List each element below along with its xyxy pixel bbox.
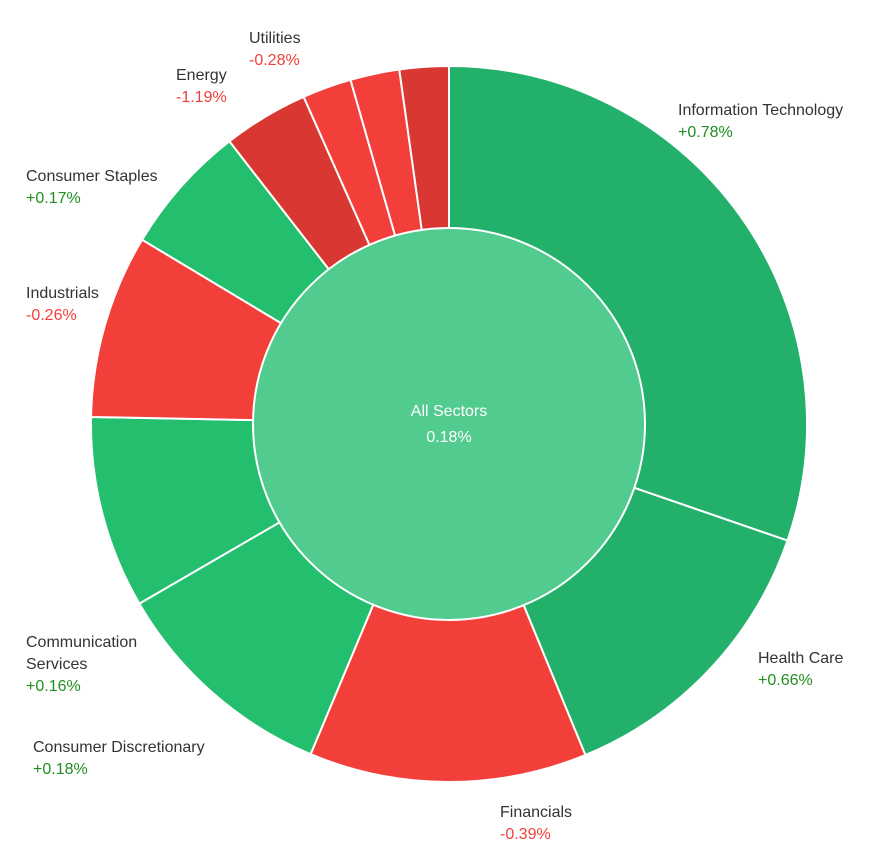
center-all-sectors-circle[interactable] <box>252 227 646 621</box>
slices-layer <box>90 64 808 783</box>
label-name-utilities: Utilities <box>249 30 301 47</box>
label-name-consumer-staples: Consumer Staples <box>26 168 158 185</box>
label-name-information-technology: Information Technology <box>678 102 843 119</box>
label-name-communication-services-line2: Services <box>26 656 87 673</box>
label-name-energy: Energy <box>176 67 227 84</box>
label-name-consumer-discretionary: Consumer Discretionary <box>33 739 205 756</box>
label-change-consumer-staples: +0.17% <box>26 190 81 207</box>
center-value: 0.18% <box>426 429 471 446</box>
label-name-health-care: Health Care <box>758 650 843 667</box>
label-change-utilities: -0.28% <box>249 52 300 69</box>
label-name-financials: Financials <box>500 804 572 821</box>
label-change-information-technology: +0.78% <box>678 124 733 141</box>
label-change-industrials: -0.26% <box>26 307 77 324</box>
labels-layer: Information Technology +0.78% Health Care +… <box>26 30 843 843</box>
label-change-energy: -1.19% <box>176 89 227 106</box>
label-name-communication-services-line1: Communication <box>26 634 137 651</box>
center-label: All Sectors <box>411 403 487 420</box>
label-change-health-care: +0.66% <box>758 672 813 689</box>
label-change-financials: -0.39% <box>500 826 551 843</box>
label-name-industrials: Industrials <box>26 285 99 302</box>
center-layer: All Sectors 0.18% <box>252 227 646 621</box>
label-change-communication-services: +0.16% <box>26 678 81 695</box>
label-change-consumer-discretionary: +0.18% <box>33 761 88 778</box>
